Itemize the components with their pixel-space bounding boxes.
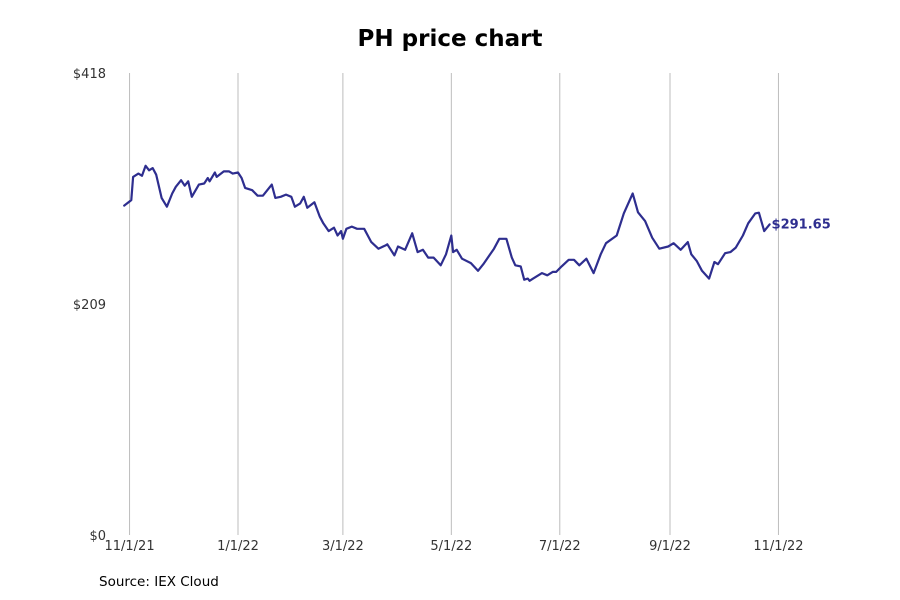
y-axis-ticks: $0 $209 $418 — [73, 67, 106, 544]
gridlines — [129, 73, 779, 535]
y-tick-label: $209 — [73, 298, 106, 313]
x-tick-label: 3/1/22 — [322, 539, 364, 554]
end-price-label: $291.65 — [772, 217, 831, 232]
y-tick-label: $418 — [73, 67, 106, 82]
chart-title: PH price chart — [357, 26, 543, 52]
source-note: Source: IEX Cloud — [99, 574, 219, 590]
x-tick-label: 9/1/22 — [649, 539, 691, 554]
x-tick-label: 1/1/22 — [217, 539, 259, 554]
y-tick-label: $0 — [89, 529, 106, 544]
x-tick-label: 7/1/22 — [539, 539, 581, 554]
x-tick-label: 11/1/22 — [753, 539, 803, 554]
price-line — [123, 164, 771, 282]
x-tick-label: 5/1/22 — [430, 539, 472, 554]
x-tick-label: 11/1/21 — [104, 539, 154, 554]
x-axis-ticks: 11/1/21 1/1/22 3/1/22 5/1/22 7/1/22 9/1/22 11/… — [104, 539, 803, 554]
